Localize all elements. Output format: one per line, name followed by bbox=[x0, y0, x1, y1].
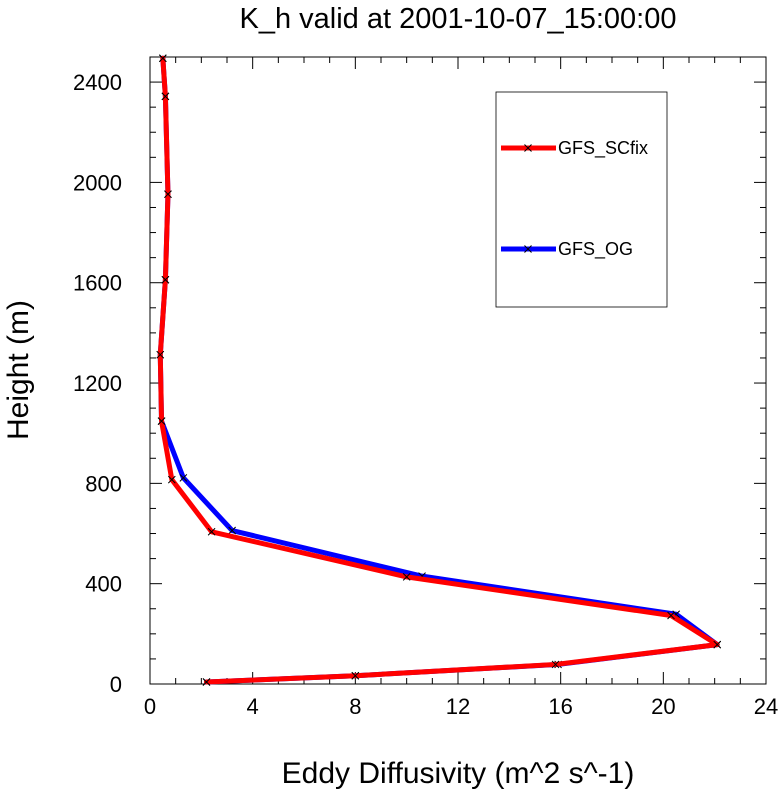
data-point-marker bbox=[156, 350, 165, 359]
y-tick-label: 400 bbox=[85, 572, 122, 597]
data-point-marker bbox=[402, 573, 411, 581]
legend-marker bbox=[524, 144, 532, 152]
data-point-marker bbox=[161, 92, 170, 101]
data-point-marker bbox=[228, 526, 236, 535]
data-point-marker bbox=[713, 640, 722, 649]
y-tick-label: 1200 bbox=[73, 371, 122, 396]
legend-label: GFS_OG bbox=[558, 239, 633, 260]
x-axis: 0 4 8 12 16 20 24 bbox=[144, 57, 778, 719]
y-tick-label: 2000 bbox=[73, 170, 122, 195]
y-axis: 0 400 800 1200 1600 2000 2400 bbox=[73, 56, 766, 697]
series-layer bbox=[156, 54, 722, 686]
chart-title: K_h valid at 2001-10-07_15:00:00 bbox=[240, 3, 677, 35]
data-point-marker bbox=[202, 678, 211, 686]
data-point-marker bbox=[351, 671, 360, 680]
x-tick-label: 8 bbox=[349, 694, 361, 719]
series-gfs-scfix bbox=[156, 54, 722, 686]
y-tick-label: 2400 bbox=[73, 70, 122, 95]
plot-frame bbox=[149, 56, 767, 685]
data-point-marker bbox=[161, 275, 170, 284]
data-point-marker bbox=[167, 475, 176, 484]
legend-marker bbox=[524, 245, 532, 253]
legend: GFS_SCfix GFS_OG bbox=[495, 91, 668, 308]
y-tick-label: 800 bbox=[85, 471, 122, 496]
legend-label: GFS_SCfix bbox=[558, 138, 648, 159]
x-tick-label: 20 bbox=[651, 694, 675, 719]
data-point-marker bbox=[158, 54, 167, 63]
data-point-marker bbox=[157, 417, 166, 426]
data-point-marker bbox=[667, 611, 675, 620]
data-point-marker bbox=[207, 527, 216, 536]
x-tick-label: 24 bbox=[754, 694, 778, 719]
y-axis-label: Height (m) bbox=[2, 300, 35, 440]
x-tick-label: 0 bbox=[144, 694, 156, 719]
data-point-marker bbox=[164, 190, 172, 199]
legend-item: GFS_OG bbox=[501, 239, 633, 260]
y-tick-label: 0 bbox=[110, 672, 122, 697]
x-tick-label: 12 bbox=[446, 694, 470, 719]
x-tick-label: 4 bbox=[247, 694, 259, 719]
x-tick-label: 16 bbox=[548, 694, 572, 719]
data-point-marker bbox=[551, 660, 560, 669]
x-axis-label: Eddy Diffusivity (m^2 s^-1) bbox=[282, 757, 635, 790]
series-line-gfs-scfix bbox=[157, 55, 720, 685]
legend-item: GFS_SCfix bbox=[501, 138, 648, 159]
y-tick-label: 1600 bbox=[73, 271, 122, 296]
data-point-marker bbox=[179, 473, 188, 482]
legend-box bbox=[495, 91, 668, 308]
plot-area bbox=[149, 56, 767, 685]
